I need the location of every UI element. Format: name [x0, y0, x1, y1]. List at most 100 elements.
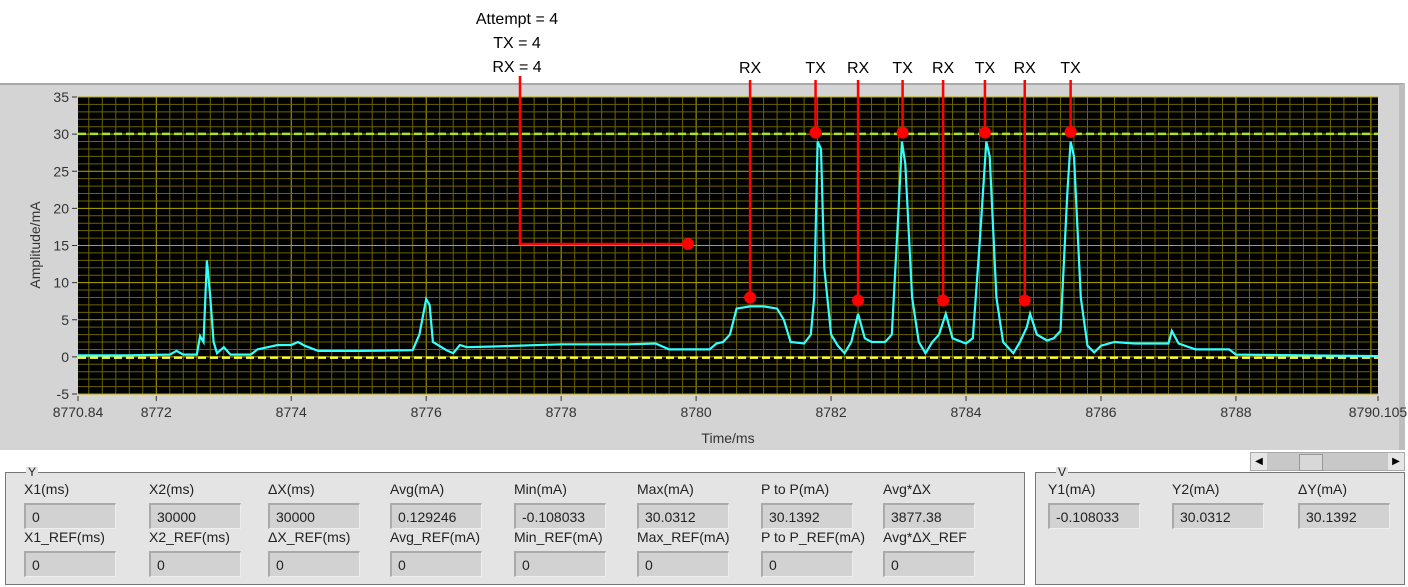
- marker-label-tx: TX: [1060, 60, 1081, 77]
- x-tick-label: 8784: [950, 404, 981, 420]
- field-label: Min(mA): [514, 481, 567, 497]
- measurement-field: Avg*ΔX_REF 0: [883, 529, 993, 577]
- field-label: X2_REF(ms): [149, 529, 230, 545]
- field-value[interactable]: 0: [514, 551, 606, 577]
- field-label: Y1(mA): [1048, 481, 1096, 497]
- field-value[interactable]: 30.1392: [761, 503, 853, 529]
- x-axis-label: Time/ms: [701, 430, 754, 446]
- marker-label-tx: TX: [892, 60, 913, 77]
- x-tick-label: 8790.105: [1349, 404, 1408, 420]
- summary-annotation-line: Attempt = 4: [476, 11, 558, 28]
- x-tick-label: 8770.84: [53, 404, 104, 420]
- field-label: X2(ms): [149, 481, 195, 497]
- field-value[interactable]: 3877.38: [883, 503, 975, 529]
- graph-scrollbar[interactable]: ◀ ▶: [1250, 452, 1405, 471]
- measurement-field: ΔX_REF(ms) 0: [268, 529, 378, 577]
- field-label: Min_REF(mA): [514, 529, 603, 545]
- summary-leader-line: [518, 76, 689, 246]
- measurement-field: X1(ms) 0: [24, 481, 134, 529]
- measurement-field: X2_REF(ms) 0: [149, 529, 259, 577]
- y-tick-label: 5: [61, 312, 69, 328]
- x-tick-label: 8786: [1085, 404, 1116, 420]
- y-tick-label: 0: [61, 349, 69, 365]
- marker-dot-rx: [937, 294, 950, 307]
- field-label: Max(mA): [637, 481, 694, 497]
- marker-dot-tx: [896, 126, 909, 139]
- arrow-left-icon[interactable]: ◀: [1251, 453, 1267, 470]
- x-tick-label: 8782: [815, 404, 846, 420]
- measurement-field: P to P_REF(mA) 0: [761, 529, 871, 577]
- measurement-field: Max_REF(mA) 0: [637, 529, 747, 577]
- measurement-field: Avg(mA) 0.129246: [390, 481, 500, 529]
- field-label: ΔX(ms): [268, 481, 315, 497]
- marker-dot-rx: [852, 294, 865, 307]
- measurement-field: ΔX(ms) 30000: [268, 481, 378, 529]
- field-value[interactable]: 30000: [268, 503, 360, 529]
- x-tick-label: 8788: [1220, 404, 1251, 420]
- marker-label-rx: RX: [1014, 60, 1037, 77]
- current-trace: [78, 141, 1379, 358]
- y-tick-label: 30: [53, 126, 69, 142]
- measurement-field: Y2(mA) 30.0312: [1172, 481, 1282, 529]
- field-value[interactable]: 0: [883, 551, 975, 577]
- field-value[interactable]: 0: [149, 551, 241, 577]
- measurement-field: X2(ms) 30000: [149, 481, 259, 529]
- field-label: Avg_REF(mA): [390, 529, 480, 545]
- x-tick-label: 8774: [276, 404, 307, 420]
- y-tick-label: 10: [53, 275, 69, 291]
- y-measurements-panel: V Y1(mA) -0.108033 Y2(mA) 30.0312 ΔY(mA) 30.1…: [1035, 466, 1408, 585]
- measurement-field: Avg_REF(mA) 0: [390, 529, 500, 577]
- field-label: P to P(mA): [761, 481, 830, 497]
- field-value[interactable]: 0: [637, 551, 729, 577]
- y-tick-label: 15: [53, 238, 69, 254]
- measurement-field: Avg*ΔX 3877.38: [883, 481, 993, 529]
- field-value[interactable]: 30.0312: [1172, 503, 1264, 529]
- field-label: Max_REF(mA): [637, 529, 730, 545]
- measurement-field: Y1(mA) -0.108033: [1048, 481, 1158, 529]
- field-value[interactable]: 0: [761, 551, 853, 577]
- marker-dot-tx: [1064, 125, 1077, 138]
- field-value[interactable]: 0: [390, 551, 482, 577]
- field-label: Y2(mA): [1172, 481, 1220, 497]
- marker-label-rx: RX: [932, 60, 955, 77]
- y-tick-label: -5: [57, 386, 70, 402]
- marker-dot-tx: [978, 126, 991, 139]
- marker-label-tx: TX: [805, 60, 826, 77]
- field-value[interactable]: 0: [24, 551, 116, 577]
- group-title: Y: [26, 465, 39, 479]
- field-label: Avg*ΔX_REF: [883, 529, 967, 545]
- field-value[interactable]: -0.108033: [514, 503, 606, 529]
- x-tick-label: 8772: [141, 404, 172, 420]
- field-label: P to P_REF(mA): [761, 529, 865, 545]
- measurement-field: Max(mA) 30.0312: [637, 481, 747, 529]
- field-label: X1(ms): [24, 481, 70, 497]
- field-value[interactable]: 30.0312: [637, 503, 729, 529]
- y-tick-label: 35: [53, 89, 69, 105]
- summary-annotation-line: TX = 4: [493, 35, 541, 52]
- field-value[interactable]: 0: [268, 551, 360, 577]
- marker-label-rx: RX: [847, 60, 870, 77]
- y-axis-label: Amplitude/mA: [27, 201, 43, 289]
- summary-marker: [682, 238, 695, 251]
- group-title: V: [1056, 465, 1069, 479]
- field-value[interactable]: -0.108033: [1048, 503, 1140, 529]
- field-label: ΔX_REF(ms): [268, 529, 351, 545]
- measurement-field: Min(mA) -0.108033: [514, 481, 624, 529]
- field-value[interactable]: 0.129246: [390, 503, 482, 529]
- arrow-right-icon[interactable]: ▶: [1388, 453, 1404, 470]
- measurement-field: P to P(mA) 30.1392: [761, 481, 871, 529]
- cursor-measurements-panel: Y X1(ms) 0 X2(ms) 30000 ΔX(ms) 30000 Avg(mA) 0.…: [5, 466, 1025, 585]
- field-label: ΔY(mA): [1298, 481, 1348, 497]
- field-label: Avg(mA): [390, 481, 445, 497]
- field-value[interactable]: 30.1392: [1298, 503, 1390, 529]
- waveform-graph: 8770.84 8772 8774 8776 8778 8780 8782 8784 8786 8…: [27, 11, 1408, 446]
- x-tick-label: 8776: [411, 404, 442, 420]
- field-value[interactable]: 30000: [149, 503, 241, 529]
- marker-label-rx: RX: [739, 60, 762, 77]
- field-value[interactable]: 0: [24, 503, 116, 529]
- scrollbar-thumb[interactable]: [1299, 454, 1323, 471]
- measurement-field: ΔY(mA) 30.1392: [1298, 481, 1408, 529]
- marker-dot-rx: [1018, 294, 1031, 307]
- x-tick-label: 8780: [681, 404, 712, 420]
- measurement-field: X1_REF(ms) 0: [24, 529, 134, 577]
